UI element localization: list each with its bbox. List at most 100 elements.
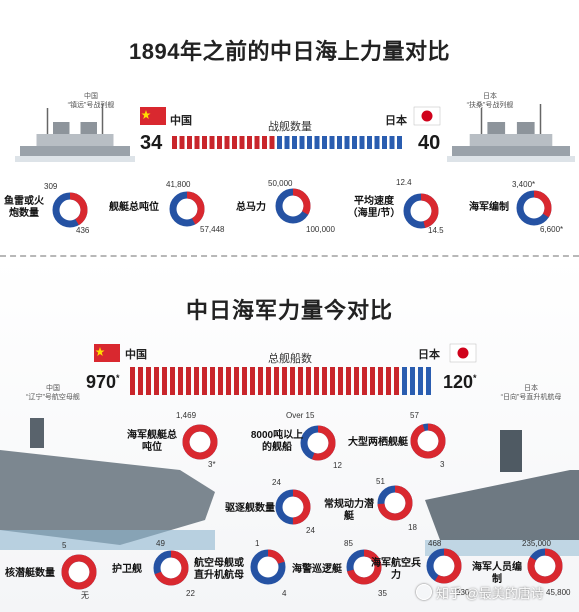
top-bar-japan-stripe — [329, 136, 335, 149]
caption-country: 中国 — [84, 93, 98, 100]
china-old-ship-image — [15, 104, 135, 162]
bottom-bar-japan-stripe — [402, 367, 407, 395]
top-donut-japan-value: 14.5 — [428, 226, 444, 235]
caption-ship: “扶桑”号战列舰 — [466, 102, 514, 109]
china-carrier-caption: 中国 “辽宁”号航空母舰 — [18, 384, 88, 402]
top-donut-3-hole — [411, 201, 431, 221]
bottom-bar-china-stripe — [210, 367, 215, 395]
bottom-donut-7-hole — [258, 557, 278, 577]
top-bar-japan-stripe — [374, 136, 380, 149]
zhihu-logo-icon — [416, 584, 432, 600]
bottom-bar-china-stripe — [338, 367, 343, 395]
top-donut-china-value: 41,800 — [166, 180, 191, 189]
top-bar-japan-stripe — [389, 136, 395, 149]
china-count-mark: * — [116, 373, 120, 383]
bottom-bar-china-stripe — [306, 367, 311, 395]
bottom-donut-8-china-arc — [346, 549, 382, 585]
bottom-bar-china-stripe — [154, 367, 159, 395]
top-bar-japan-stripe — [337, 136, 342, 149]
bottom-title: 中日海军力量今对比 — [185, 298, 393, 323]
china-count-bottom: 970* — [86, 372, 120, 393]
bottom-donut-9-china-arc — [426, 548, 462, 584]
bottom-donut-japan-value: 45,800 — [546, 588, 571, 597]
bottom-donut-label: 海军人员编制 — [472, 562, 522, 585]
top-bar-china-stripe — [194, 136, 200, 149]
bottom-bar-china-stripe — [290, 367, 295, 395]
china-carrier-image — [0, 450, 215, 545]
bottom-bar-china-stripe — [138, 367, 143, 395]
bottom-bar-china-stripe — [282, 367, 287, 395]
bottom-donut-china-value: 57 — [410, 411, 419, 420]
top-bar-japan-stripe — [314, 136, 320, 149]
bottom-bar-japan-stripe — [418, 367, 423, 395]
bottom-donut-japan-value: 无 — [81, 591, 89, 600]
bottom-bar-china-stripe — [362, 367, 367, 395]
bottom-donut-label: 海警巡逻艇 — [292, 564, 342, 575]
bottom-bar-china-stripe — [354, 367, 359, 395]
bottom-bar-china-stripe — [186, 367, 191, 395]
bottom-bar-china-stripe — [146, 367, 151, 395]
bottom-donut-3-hole — [283, 497, 303, 517]
top-bar-japan-stripe — [397, 136, 402, 149]
watermark: 知乎 @最美的唐诗 — [436, 586, 544, 601]
top-bar-japan-stripe — [382, 136, 387, 149]
bottom-donut-china-value: 85 — [344, 539, 353, 548]
top-bar-japan-stripe — [307, 136, 312, 149]
top-bar-china-stripe — [187, 136, 192, 149]
top-donut-2-hole — [283, 196, 303, 216]
bottom-donut-china-value: 51 — [376, 477, 385, 486]
china-count-top: 34 — [140, 132, 163, 154]
bottom-donut-label: 8000吨以上的舰船 — [250, 430, 304, 453]
top-bar-title: 战舰数量 — [268, 121, 312, 133]
bottom-donut-5-china-arc — [61, 554, 97, 590]
top-donut-0-china-arc — [52, 192, 88, 228]
top-bar-japan-stripe — [292, 136, 297, 149]
bottom-bar-china-stripe — [378, 367, 383, 395]
bottom-donut-2-china-arc — [410, 423, 446, 459]
bottom-bar-china-stripe — [330, 367, 335, 395]
bottom-bar-china-stripe — [194, 367, 199, 395]
top-bar-japan-stripe — [284, 136, 290, 149]
bottom-donut-label: 海军航空兵力 — [371, 558, 421, 581]
top-bar-japan-stripe — [299, 136, 305, 149]
japan-count-value: 120 — [443, 372, 474, 392]
top-bar-china-stripe — [254, 136, 260, 149]
bottom-donut-label: 常规动力潜艇 — [324, 499, 374, 522]
bottom-donut-5-hole — [69, 562, 89, 582]
china-flag-top-icon — [140, 107, 166, 125]
china-flag-bottom-icon-star — [95, 347, 105, 356]
bottom-donut-6-china-arc — [153, 550, 189, 586]
top-bar-china-stripe — [202, 136, 207, 149]
top-bar-china-stripe — [247, 136, 252, 149]
top-donut-1-china-arc — [169, 191, 205, 227]
top-donut-label: 总马力 — [236, 202, 266, 213]
japan-count-top: 40 — [418, 132, 441, 154]
bottom-donut-10-china-arc — [527, 548, 563, 584]
top-donut-japan-value: 6,600* — [540, 225, 564, 234]
bottom-donut-label: 航空母舰或直升机航母 — [194, 558, 244, 581]
bottom-bar-china-stripe — [226, 367, 231, 395]
bottom-donut-china-value: 5 — [62, 541, 67, 550]
caption-country: 中国 — [46, 385, 60, 392]
bottom-donut-china-value: 49 — [156, 539, 165, 548]
top-bar-china-stripe — [262, 136, 267, 149]
japan-label-bottom: 日本 — [418, 349, 440, 361]
china-carrier-island — [30, 418, 44, 448]
bottom-donut-japan-value: 3* — [208, 460, 216, 469]
top-donut-japan-value: 100,000 — [306, 225, 335, 234]
bottom-donut-japan-value: 3 — [440, 460, 445, 469]
bottom-donut-japan-value: 22 — [186, 589, 195, 598]
top-donut-china-value: 12.4 — [396, 178, 412, 187]
bottom-donut-label: 海军舰艇总吨位 — [127, 430, 177, 453]
top-donut-label: 平均速度（海里/节） — [347, 196, 401, 219]
bottom-donut-china-value: 468 — [428, 539, 442, 548]
bottom-donut-japan-value: 12 — [333, 461, 342, 470]
bottom-bar-title: 总舰船数 — [268, 353, 312, 365]
top-donut-1-hole — [177, 199, 197, 219]
top-donut-china-value: 309 — [44, 182, 58, 191]
caption-ship: “日向”号直升机航母 — [500, 394, 562, 401]
top-bar-japan-stripe — [344, 136, 350, 149]
bottom-bar-china-stripe — [202, 367, 207, 395]
caption-country: 日本 — [483, 93, 497, 100]
